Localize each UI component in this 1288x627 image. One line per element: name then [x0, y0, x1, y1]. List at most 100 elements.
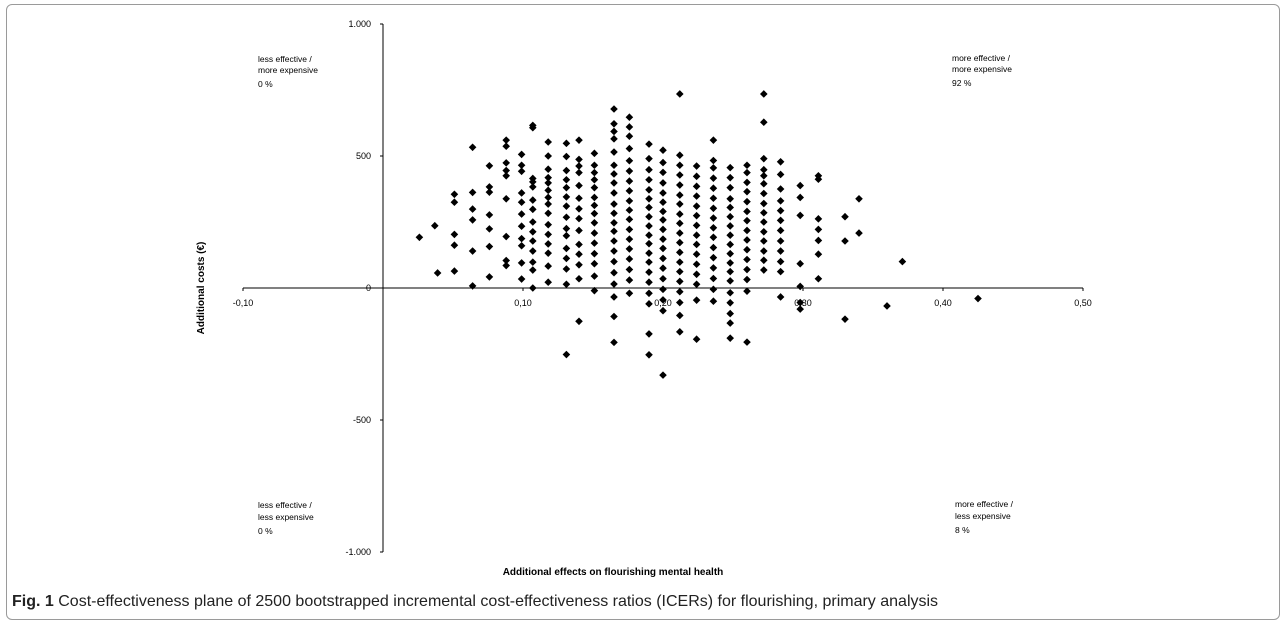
- data-point: [529, 205, 537, 214]
- data-point: [468, 216, 477, 224]
- data-point: [659, 296, 667, 304]
- svg-text:less expensive: less expensive: [955, 511, 1011, 521]
- x-tick-label: 0,50: [1074, 298, 1092, 308]
- data-point: [760, 218, 768, 226]
- y-tick-label: -500: [353, 415, 371, 425]
- data-point: [610, 218, 618, 227]
- y-tick-labels: 1.000 500 0 -500 -1.000: [345, 19, 383, 557]
- data-point: [743, 275, 751, 284]
- data-point: [517, 259, 526, 267]
- data-point: [692, 211, 701, 220]
- data-point: [743, 178, 751, 187]
- data-point: [575, 226, 583, 235]
- data-point: [562, 254, 571, 263]
- data-point: [726, 183, 734, 192]
- data-point: [659, 179, 667, 187]
- data-point: [676, 181, 684, 189]
- data-point: [485, 242, 494, 251]
- data-point: [692, 202, 701, 210]
- data-point: [659, 244, 667, 253]
- data-point: [590, 286, 599, 295]
- data-point: [726, 212, 734, 221]
- data-point: [485, 183, 494, 191]
- data-point: [485, 273, 494, 281]
- data-point: [743, 161, 751, 170]
- data-point: [645, 350, 653, 359]
- data-point: [590, 193, 599, 202]
- data-point: [760, 237, 768, 245]
- quadrant-label-bottom-right: more effective / less expensive 8 %: [955, 499, 1014, 535]
- data-point: [610, 293, 618, 301]
- data-point: [562, 265, 571, 273]
- figure-caption: Fig. 1 Cost-effectiveness plane of 2500 …: [12, 593, 938, 611]
- data-point: [645, 175, 653, 184]
- data-point: [676, 90, 684, 98]
- data-point: [575, 214, 583, 223]
- data-point: [625, 197, 634, 205]
- data-point: [590, 209, 599, 218]
- figure-label: Fig. 1: [12, 593, 54, 610]
- data-point: [562, 350, 571, 359]
- data-point: [517, 241, 526, 250]
- data-point: [776, 237, 785, 245]
- data-point: [659, 146, 667, 154]
- data-point: [575, 250, 583, 259]
- data-point: [625, 113, 634, 121]
- data-point: [776, 267, 785, 276]
- data-point: [610, 179, 618, 187]
- data-point: [415, 233, 424, 242]
- x-tick-label: -0,10: [233, 298, 254, 308]
- data-point: [468, 188, 477, 197]
- data-point: [529, 266, 537, 274]
- svg-text:92 %: 92 %: [952, 78, 972, 88]
- data-point: [625, 206, 634, 214]
- data-point: [517, 150, 526, 159]
- data-point: [676, 311, 684, 320]
- data-point: [855, 194, 863, 203]
- data-point: [743, 287, 751, 295]
- data-point: [485, 188, 494, 196]
- data-point: [676, 248, 684, 257]
- y-tick-label: 0: [366, 283, 371, 293]
- data-point: [517, 275, 526, 283]
- data-point: [625, 177, 634, 185]
- data-point: [709, 285, 718, 294]
- data-point: [743, 197, 751, 206]
- data-point: [645, 203, 653, 212]
- data-point: [575, 136, 583, 144]
- data-point: [645, 222, 653, 230]
- data-point: [692, 172, 701, 181]
- data-point: [544, 200, 552, 208]
- data-point: [814, 172, 823, 180]
- data-point: [562, 193, 571, 201]
- data-point: [726, 267, 734, 276]
- data-point: [502, 194, 510, 203]
- data-point: [562, 152, 571, 161]
- data-point: [544, 240, 552, 248]
- data-point: [502, 136, 510, 144]
- data-point: [610, 189, 618, 197]
- data-point: [709, 253, 718, 262]
- data-point: [502, 142, 510, 151]
- data-point: [610, 119, 618, 128]
- data-point: [610, 209, 618, 218]
- data-point: [590, 201, 599, 210]
- data-point: [898, 257, 907, 266]
- data-point: [776, 226, 785, 235]
- data-point: [760, 118, 768, 127]
- data-point: [625, 276, 634, 284]
- data-point: [645, 140, 653, 148]
- data-point: [645, 154, 653, 163]
- data-point: [776, 206, 785, 215]
- data-point: [726, 203, 734, 212]
- data-point: [645, 330, 653, 338]
- data-point: [709, 297, 718, 305]
- data-point: [760, 189, 768, 198]
- data-point: [726, 194, 734, 203]
- data-point: [659, 168, 667, 177]
- data-point: [544, 262, 552, 270]
- data-point: [692, 182, 701, 191]
- data-point: [610, 247, 618, 255]
- data-point: [590, 149, 599, 158]
- data-point: [610, 135, 618, 143]
